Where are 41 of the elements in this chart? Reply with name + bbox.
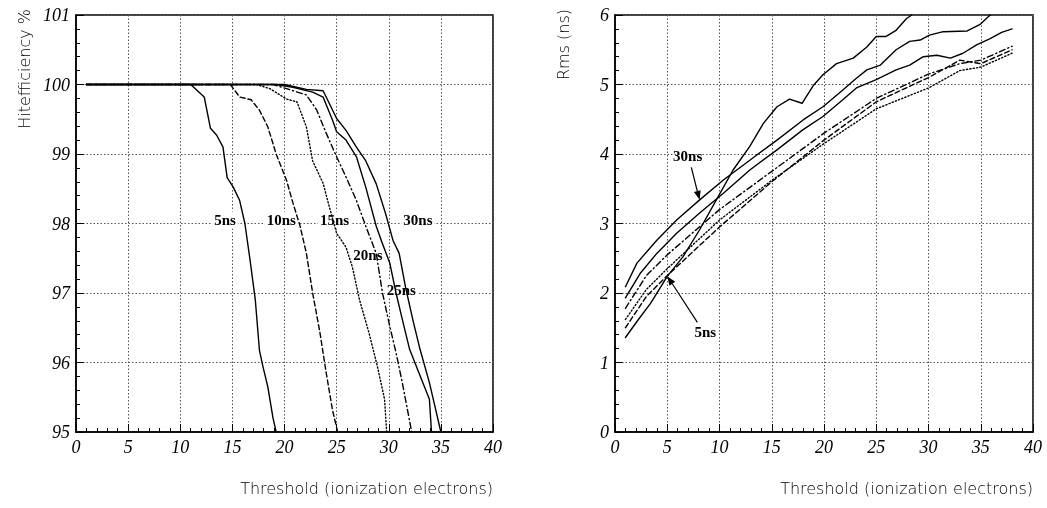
x-tick-label: 40	[484, 437, 502, 457]
x-tick-label: 20	[815, 437, 833, 457]
x-tick-label: 15	[762, 437, 781, 457]
annotation: 30ns	[673, 147, 703, 164]
x-tick-label: 10	[710, 437, 729, 457]
x-tick-label: 35	[970, 437, 990, 457]
y-tick-label: 4	[600, 144, 609, 164]
y-tick-label: 101	[43, 5, 70, 25]
y-axis-title: Hitefficiency %	[14, 9, 34, 129]
y-tick-label: 100	[43, 74, 70, 95]
x-tick-label: 5	[662, 437, 672, 457]
x-tick-label: 25	[867, 437, 886, 457]
y-tick-label: 95	[52, 422, 70, 442]
y-axis-title: Rms (ns)	[553, 9, 573, 81]
x-axis-title: Threshold (ionization electrons)	[780, 478, 1033, 498]
y-tick-label: 0	[600, 422, 609, 442]
x-tick-label: 10	[171, 437, 190, 457]
annotation: 15ns	[319, 212, 350, 229]
y-tick-label: 1	[600, 352, 609, 373]
x-tick-label: 15	[223, 437, 242, 457]
y-tick-label: 2	[600, 283, 609, 303]
y-tick-label: 99	[52, 144, 70, 164]
y-tick-label: 98	[52, 213, 70, 234]
y-tick-label: 6	[600, 5, 609, 25]
x-tick-label: 20	[275, 437, 294, 457]
annotation: 20ns	[353, 246, 383, 263]
annotation: 5ns	[694, 324, 717, 341]
y-tick-label: 3	[599, 213, 609, 234]
x-tick-label: 5	[123, 437, 133, 457]
annotation: 5ns	[214, 212, 237, 229]
x-tick-label: 40	[1024, 437, 1042, 457]
y-tick-label: 96	[52, 352, 70, 373]
y-tick-label: 97	[52, 283, 71, 303]
annotation: 10ns	[266, 212, 297, 229]
x-tick-label: 30	[378, 437, 398, 457]
x-axis-title: Threshold (ionization electrons)	[240, 478, 493, 498]
x-tick-label: 25	[327, 437, 346, 457]
y-tick-label: 5	[600, 74, 609, 95]
x-tick-label: 35	[430, 437, 450, 457]
annotation: 30ns	[403, 212, 433, 229]
x-tick-label: 30	[918, 437, 938, 457]
